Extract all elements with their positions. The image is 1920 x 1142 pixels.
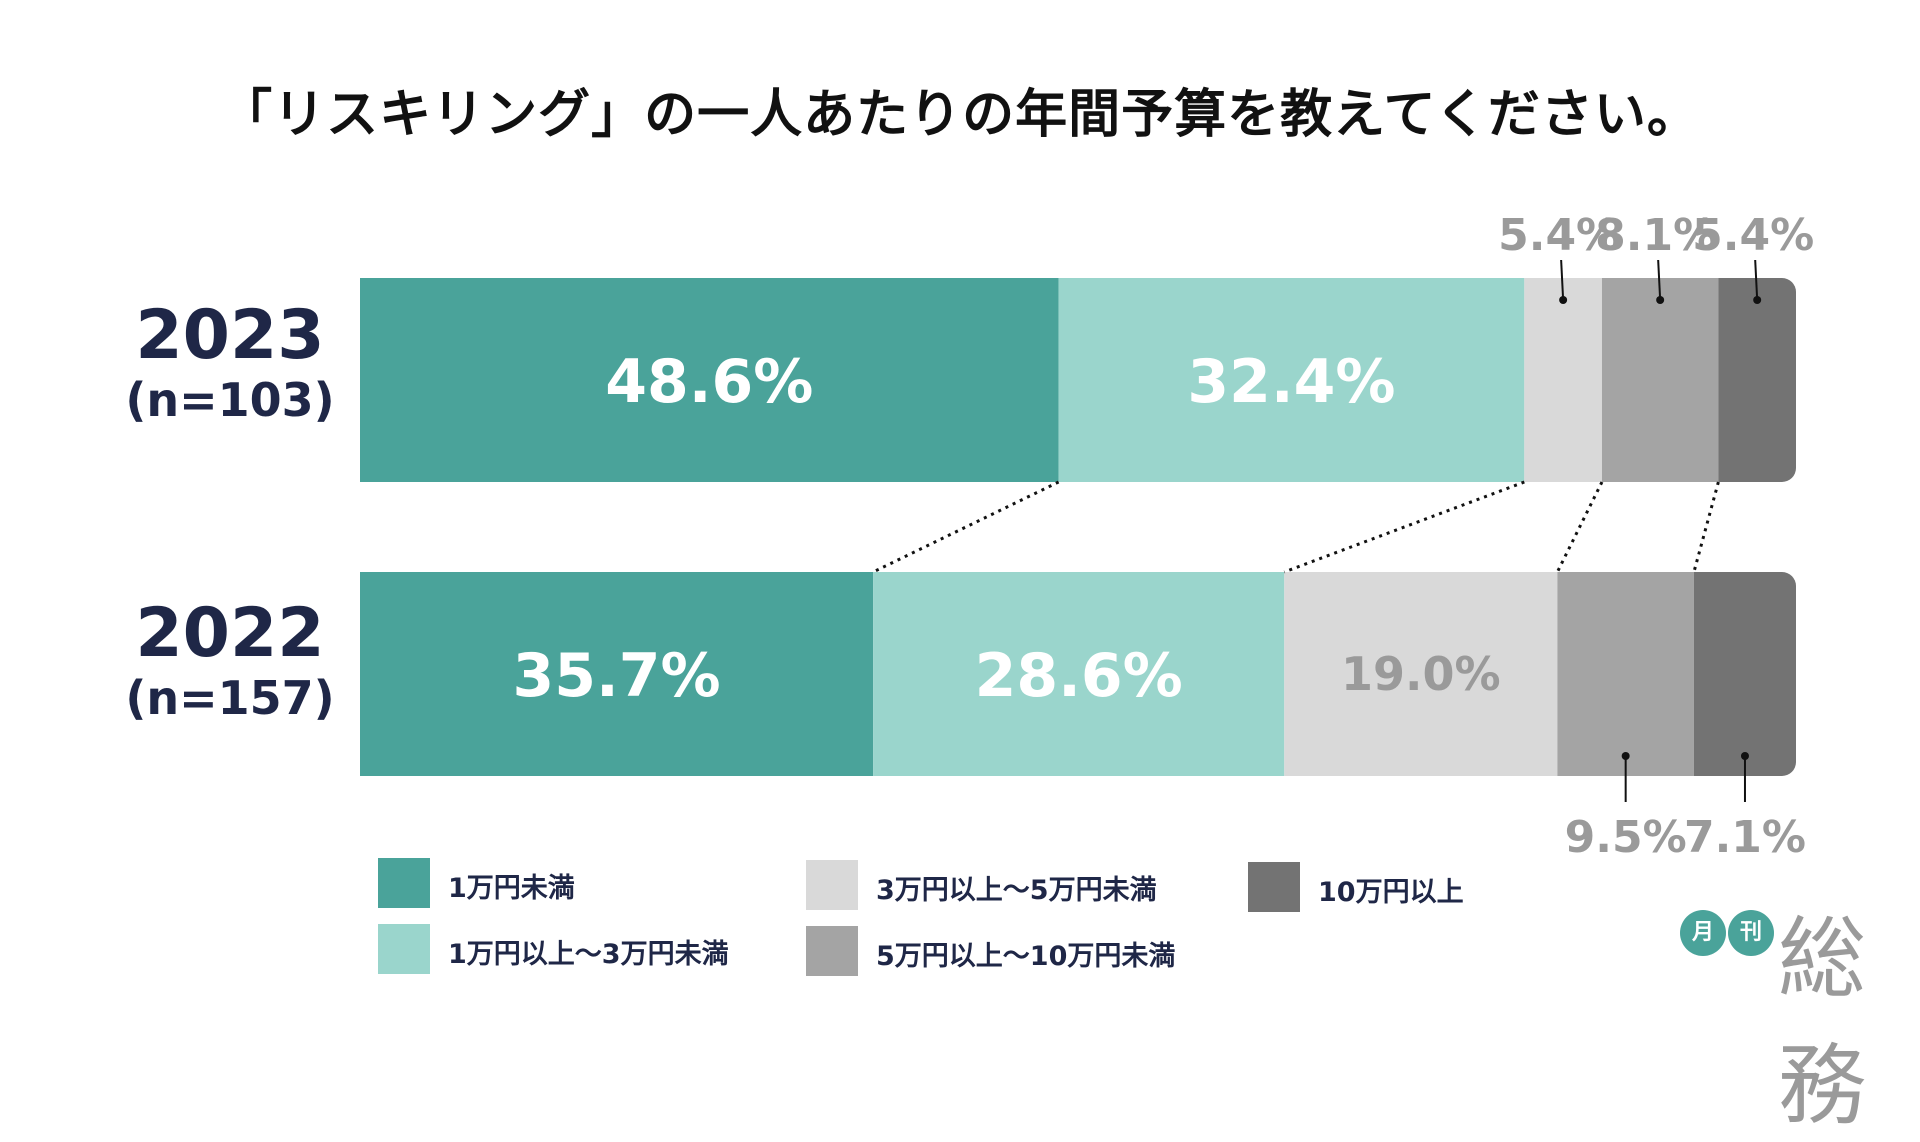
legend-label: 3万円以上〜5万円未満 bbox=[876, 875, 1157, 906]
bar-segment bbox=[360, 278, 1059, 482]
stacked-bar-plot: 48.6% 32.4% 5.4%8.1%5.4% 35.7% 28.6% 19.0% 9.5… bbox=[360, 210, 1814, 863]
data-label: 32.4% bbox=[1187, 347, 1395, 417]
legend-swatch bbox=[378, 924, 430, 974]
legend-label: 5万円以上〜10万円未満 bbox=[876, 941, 1176, 972]
data-label: 5.4% bbox=[1692, 210, 1814, 261]
bar-segment bbox=[360, 572, 874, 776]
data-label: 48.6% bbox=[605, 347, 813, 417]
logo-wordmark: 総務 bbox=[1778, 907, 1866, 1137]
data-label: 28.6% bbox=[975, 641, 1183, 711]
bar-segment bbox=[1693, 572, 1796, 776]
connector-line bbox=[1692, 481, 1720, 573]
legend-swatch bbox=[378, 858, 430, 908]
data-label: 35.7% bbox=[513, 641, 721, 711]
row-sample-size: (n=157) bbox=[125, 671, 335, 725]
data-label: 19.0% bbox=[1341, 647, 1501, 701]
bar-segment bbox=[1524, 278, 1602, 482]
row-year: 2022 bbox=[135, 594, 325, 673]
logo-circle: 刊 bbox=[1728, 910, 1774, 956]
logo-circle: 月 bbox=[1680, 910, 1726, 956]
legend-label: 1万円以上〜3万円未満 bbox=[448, 939, 729, 970]
bar-segment bbox=[1718, 278, 1796, 482]
connector-line bbox=[872, 480, 1060, 574]
callout-line bbox=[1657, 259, 1662, 301]
legend-swatch bbox=[806, 860, 858, 910]
callout-line bbox=[1754, 259, 1759, 301]
data-label: 7.1% bbox=[1684, 812, 1806, 863]
data-label: 9.5% bbox=[1565, 812, 1687, 863]
row-year: 2023 bbox=[135, 296, 325, 375]
bar-segment bbox=[1284, 572, 1558, 776]
legend-swatch bbox=[806, 926, 858, 976]
bar-segment bbox=[1058, 278, 1525, 482]
data-label: 8.1% bbox=[1595, 210, 1717, 261]
connector-line bbox=[1283, 480, 1525, 574]
row-label-2023: 2023 (n=103) bbox=[110, 296, 350, 427]
row-sample-size: (n=103) bbox=[125, 373, 335, 427]
data-label: 5.4% bbox=[1498, 210, 1620, 261]
callout-line bbox=[1560, 259, 1565, 301]
legend-swatch bbox=[1248, 862, 1300, 912]
bar-segment bbox=[873, 572, 1285, 776]
chart: 「リスキリング」の一人あたりの年間予算を教えてください。 2023 (n=103… bbox=[110, 85, 1866, 1137]
row-label-2022: 2022 (n=157) bbox=[110, 594, 350, 725]
bar-segment bbox=[1601, 278, 1719, 482]
chart-title: 「リスキリング」の一人あたりの年間予算を教えてください。 bbox=[220, 85, 1700, 145]
legend-label: 10万円以上 bbox=[1318, 877, 1464, 908]
bar-segment bbox=[1557, 572, 1694, 776]
legend-label: 1万円未満 bbox=[448, 873, 575, 904]
connector-line bbox=[1556, 481, 1604, 573]
